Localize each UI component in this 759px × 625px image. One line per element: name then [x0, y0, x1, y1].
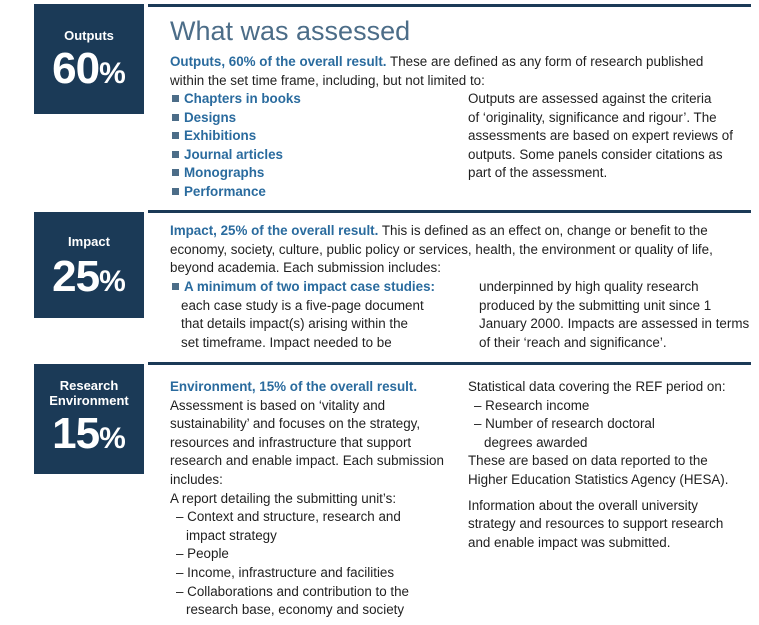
report-item-line: – Collaborations and contribution to the	[176, 583, 410, 599]
impact-left-text: each case study is a five-page document t…	[170, 297, 470, 353]
bullet-square-icon	[172, 132, 179, 140]
criteria-line: of ‘originality, significance and rigour…	[468, 109, 717, 125]
report-item-line: research base, economy and society	[186, 602, 405, 618]
output-type-item: Chapters in books	[170, 90, 450, 109]
environment-hesa-note: These are based on data reported to the H…	[468, 452, 758, 489]
impact-bullet-text: A minimum of two impact case studies:	[184, 279, 435, 294]
outputs-criteria: Outputs are assessed against the criteri…	[468, 90, 758, 183]
hesa-line: These are based on data reported to the	[468, 453, 708, 469]
environment-lead: Environment, 15% of the overall result.	[170, 379, 418, 394]
bullet-square-icon	[172, 113, 179, 121]
impact-case-studies: A minimum of two impact case studies: ea…	[170, 278, 470, 352]
environment-text-line: sustainability’ and focuses on the strat…	[170, 416, 421, 432]
criteria-line: assessments are based on expert reviews …	[468, 128, 733, 144]
info-line: strategy and resources to support resear…	[468, 516, 724, 532]
environment-percentage: 15%	[34, 412, 144, 461]
environment-description: Assessment is based on ‘vitality and sust…	[170, 397, 460, 490]
environment-text-line: Assessment is based on ‘vitality and	[170, 397, 386, 413]
impact-percent-number: 25	[52, 252, 100, 301]
bullet-square-icon	[172, 187, 179, 195]
info-line: Information about the overall university	[468, 497, 698, 513]
environment-report-intro: A report detailing the submitting unit’s…	[170, 490, 397, 506]
bullet-square-icon	[172, 94, 179, 102]
environment-percentage-box: Research Environment 15%	[34, 364, 144, 474]
impact-rule	[148, 210, 751, 213]
outputs-percentage: 60%	[34, 47, 144, 96]
output-type-label: Journal articles	[184, 146, 283, 162]
output-type-label: Monographs	[184, 165, 265, 181]
impact-percentage-box: Impact 25%	[34, 212, 144, 318]
environment-stats-intro: Statistical data covering the REF period…	[468, 379, 726, 394]
output-type-item: Designs	[170, 109, 450, 128]
stats-item-line: – Research income	[474, 397, 590, 413]
outputs-types-list: Chapters in books Designs Exhibitions Journ…	[170, 90, 450, 202]
impact-percentage: 25%	[34, 255, 144, 304]
impact-text-line: each case study is a five-page document	[181, 297, 424, 313]
report-item-line: – Income, infrastructure and facilities	[176, 564, 395, 580]
impact-text-line: underpinned by high quality research	[479, 279, 699, 294]
impact-lead: Impact, 25% of the overall result.	[170, 223, 379, 238]
outputs-lead: Outputs, 60% of the overall result.	[170, 54, 387, 69]
bullet-square-icon	[172, 150, 179, 158]
environment-right-column: Statistical data covering the REF period…	[468, 378, 758, 552]
impact-text-line: set timeframe. Impact needed to be	[181, 334, 392, 350]
impact-intro-text: This is defined as an effect on, change …	[170, 223, 713, 276]
outputs-percentage-box: Outputs 60%	[34, 4, 144, 114]
stats-item-line: – Number of research doctoral	[474, 416, 655, 432]
bullet-square-icon	[172, 169, 179, 177]
output-type-label: Chapters in books	[184, 91, 301, 106]
outputs-intro: Outputs, 60% of the overall result. Thes…	[170, 53, 730, 90]
output-type-label: Exhibitions	[184, 128, 257, 144]
report-item-line: – People	[176, 546, 229, 562]
output-type-item: Exhibitions	[170, 127, 450, 146]
impact-intro: Impact, 25% of the overall result. This …	[170, 222, 740, 278]
outputs-box-label: Outputs	[64, 28, 114, 43]
hesa-line: Higher Education Statistics Agency (HESA…	[468, 471, 729, 487]
impact-text-line: of their ‘reach and significance’.	[479, 334, 667, 350]
outputs-percent-number: 60	[52, 44, 100, 93]
environment-text-line: research and enable impact. Each submiss…	[170, 453, 444, 469]
impact-percent-sign: %	[99, 265, 126, 298]
output-type-item: Monographs	[170, 164, 450, 183]
environment-box-label-1: Research	[59, 378, 119, 393]
section-heading: What was assessed	[170, 16, 411, 46]
environment-percent-sign: %	[99, 422, 126, 455]
impact-text-line: January 2000. Impacts are assessed in te…	[479, 316, 750, 332]
impact-bullet: A minimum of two impact case studies:	[170, 278, 470, 297]
bullet-square-icon	[172, 282, 179, 290]
impact-text-line: produced by the submitting unit since 1	[479, 297, 712, 313]
criteria-line: Outputs are assessed against the criteri…	[468, 91, 712, 106]
criteria-line: part of the assessment.	[468, 165, 608, 181]
report-item-line: impact strategy	[186, 527, 277, 543]
environment-stats-list: – Research income – Number of research do…	[468, 397, 758, 453]
outputs-rule	[148, 4, 751, 7]
report-item-line: – Context and structure, research and	[176, 509, 401, 525]
output-type-label: Performance	[184, 183, 266, 199]
info-line: and enable impact was submitted.	[468, 534, 671, 550]
criteria-line: outputs. Some panels consider citations …	[468, 146, 723, 162]
environment-percent-number: 15	[52, 409, 100, 458]
outputs-intro-text: These are defined as any form of researc…	[170, 54, 704, 88]
environment-left-column: Environment, 15% of the overall result. …	[170, 378, 460, 620]
output-type-item: Performance	[170, 183, 450, 202]
environment-rule	[148, 362, 751, 365]
environment-report-list: – Context and structure, research and imp…	[170, 508, 460, 620]
output-type-label: Designs	[184, 109, 237, 125]
output-type-item: Journal articles	[170, 146, 450, 165]
outputs-percent-sign: %	[99, 57, 126, 90]
environment-box-label-2: Environment	[49, 393, 129, 408]
impact-text-line: that details impact(s) arising within th…	[181, 316, 408, 332]
stats-item-line: degrees awarded	[484, 434, 588, 450]
impact-right-text: underpinned by high quality research prod…	[479, 278, 754, 352]
impact-box-label: Impact	[68, 234, 110, 249]
environment-text-line: resources and infrastructure that suppor…	[170, 434, 412, 450]
environment-info-note: Information about the overall university…	[468, 497, 758, 553]
environment-text-line: includes:	[170, 471, 223, 487]
